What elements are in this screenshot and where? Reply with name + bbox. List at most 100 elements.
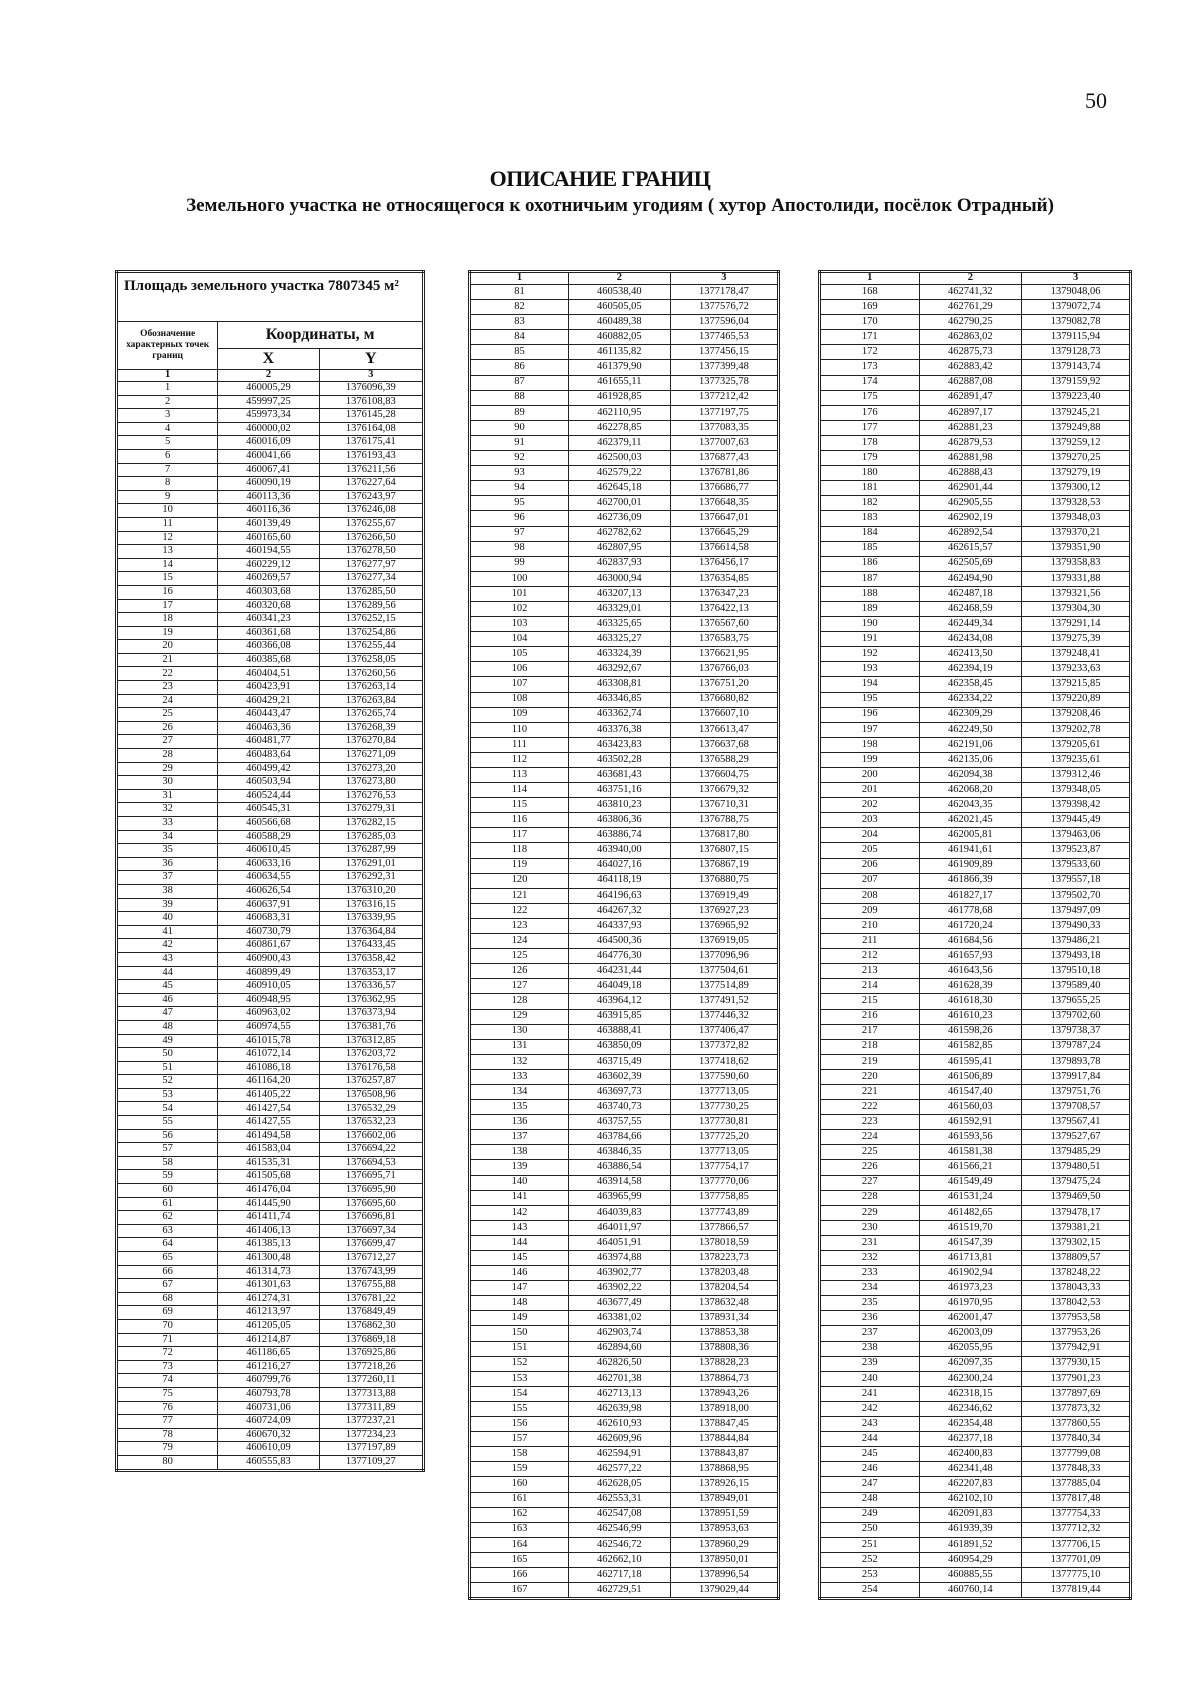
y-coordinate: 1379358,83 [1021,555,1131,572]
x-coordinate: 462546,99 [567,1521,671,1538]
document-subtitle: Земельного участка не относящегося к охо… [186,195,1054,216]
y-coordinate: 1376373,94 [318,1006,425,1021]
table-row: 64 461385,13 1376699,47 [115,1237,425,1252]
point-number: 125 [469,948,569,965]
x-coordinate: 461314,73 [217,1264,320,1280]
table-row: 63 461406,13 1376697,34 [115,1223,425,1239]
y-coordinate: 1379223,40 [1021,389,1131,406]
y-coordinate: 1376679,32 [669,782,780,799]
x-coordinate: 464267,32 [567,902,671,919]
y-coordinate: 1376203,72 [318,1047,425,1062]
x-coordinate: 460760,14 [918,1582,1023,1600]
point-number: 166 [469,1566,569,1584]
x-coordinate: 463346,85 [567,691,671,708]
table-row: 13 460194,55 1376278,50 [115,544,425,559]
x-coordinate: 461476,04 [217,1183,320,1198]
x-coordinate: 461827,17 [918,887,1023,904]
point-number: 61 [115,1196,219,1212]
x-coordinate: 462875,73 [918,344,1023,361]
point-number: 71 [115,1332,219,1348]
x-coordinate: 461655,11 [567,374,671,391]
point-number: 213 [819,963,920,980]
y-coordinate: 1376781,22 [318,1291,425,1307]
x-coordinate: 461519,70 [918,1219,1023,1236]
point-number: 82 [469,299,569,316]
y-coordinate: 1377840,34 [1021,1431,1131,1448]
table-row: 103 463325,65 1376567,60 [469,616,780,633]
y-coordinate: 1376347,23 [669,585,780,602]
table-row: 213 461643,56 1379510,18 [819,963,1131,980]
x-coordinate: 462379,11 [567,434,671,452]
x-coordinate: 461713,81 [918,1249,1023,1267]
point-number: 187 [819,570,920,587]
table-row: 193 462394,19 1379233,63 [819,661,1131,678]
y-coordinate: 1377758,85 [669,1189,780,1206]
y-coordinate: 1376096,39 [318,381,425,396]
table-row: 15 460269,57 1376277,34 [115,571,425,586]
x-coordinate: 461015,78 [217,1033,320,1049]
point-number: 103 [469,616,569,633]
column-number: 3 [1021,271,1131,285]
x-coordinate: 462894,60 [567,1340,671,1357]
table-row: 76 460731,06 1377311,89 [115,1400,425,1416]
y-coordinate: 1376647,01 [669,510,780,527]
x-coordinate: 460489,38 [567,314,671,331]
y-coordinate: 1379275,39 [1021,631,1131,648]
y-coordinate: 1377866,57 [669,1219,780,1236]
point-number: 13 [115,544,219,559]
point-number: 75 [115,1386,219,1402]
x-coordinate: 461628,39 [918,978,1023,995]
y-coordinate: 1376277,34 [318,571,425,586]
table-row: 137 463784,66 1377725,20 [469,1129,780,1146]
point-number: 62 [115,1210,219,1225]
x-coordinate: 463846,35 [567,1144,671,1161]
y-coordinate: 1379398,42 [1021,797,1131,814]
table-row: 243 462354,48 1377860,55 [819,1416,1131,1433]
point-number: 38 [115,883,219,899]
table-row: 217 461598,26 1379738,37 [819,1023,1131,1040]
x-coordinate: 463974,88 [567,1249,671,1267]
x-coordinate: 462741,32 [918,283,1023,301]
point-number: 198 [819,736,920,753]
y-coordinate: 1379557,18 [1021,872,1131,889]
x-coordinate: 463207,13 [567,585,671,602]
point-number: 51 [115,1060,219,1076]
x-coordinate: 462713,13 [567,1385,671,1402]
table-row: 18 460341,23 1376252,15 [115,612,425,627]
y-coordinate: 1376766,03 [669,661,780,678]
x-coordinate: 462500,03 [567,450,671,467]
table-row: 216 461610,23 1379702,60 [819,1008,1131,1025]
y-coordinate: 1376927,23 [669,902,780,919]
point-number: 56 [115,1128,219,1144]
y-coordinate: 1376697,34 [318,1223,425,1239]
y-coordinate: 1377743,89 [669,1204,780,1221]
table-row: 172 462875,73 1379128,73 [819,344,1131,361]
table-row: 190 462449,34 1379291,14 [819,616,1131,633]
y-coordinate: 1376354,85 [669,570,780,587]
table-row: 249 462091,83 1377754,33 [819,1506,1131,1523]
point-number: 250 [819,1521,920,1538]
y-coordinate: 1376176,58 [318,1060,425,1076]
y-coordinate: 1376285,50 [318,584,425,600]
y-coordinate: 1378868,95 [669,1461,780,1478]
x-coordinate: 462905,55 [918,495,1023,512]
y-coordinate: 1377465,53 [669,329,780,346]
point-number: 23 [115,680,219,695]
x-coordinate: 460443,47 [217,707,320,722]
table-row: 138 463846,35 1377713,05 [469,1144,780,1161]
y-coordinate: 1377953,58 [1021,1310,1131,1327]
table-row: 71 461214,87 1376869,18 [115,1332,425,1348]
point-number: 223 [819,1114,920,1131]
table-row: 154 462713,13 1378943,26 [469,1385,780,1402]
x-coordinate: 462449,34 [918,616,1023,633]
table-row: 222 461560,03 1379708,57 [819,1099,1131,1116]
x-coordinate: 462135,06 [918,751,1023,769]
x-coordinate: 461494,58 [217,1128,320,1144]
table-row: 58 461535,31 1376694,53 [115,1155,425,1171]
point-number: 43 [115,951,219,967]
point-number: 112 [469,751,569,769]
y-coordinate: 1379348,03 [1021,510,1131,527]
y-coordinate: 1379331,88 [1021,570,1131,587]
y-coordinate: 1376270,84 [318,734,425,750]
